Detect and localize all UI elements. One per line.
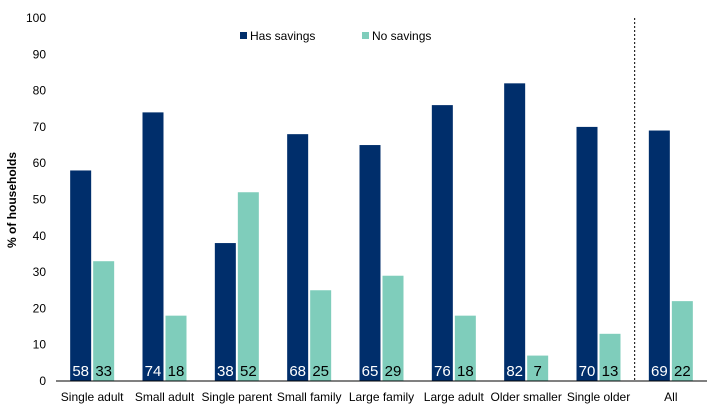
y-tick-label: 0: [39, 374, 46, 388]
bar-has-savings: [359, 145, 381, 381]
category-label: Small family: [277, 390, 342, 404]
bar-no-savings: [527, 355, 549, 381]
y-tick-label: 60: [33, 156, 47, 170]
legend-label: No savings: [372, 29, 431, 43]
data-label: 18: [457, 363, 474, 380]
bar-no-savings: [93, 261, 115, 381]
data-label: 52: [240, 363, 257, 380]
category-label: Older smaller: [490, 390, 561, 404]
bar-has-savings: [70, 170, 92, 381]
bar-has-savings: [142, 112, 164, 381]
data-label: 7: [533, 363, 541, 380]
category-label: Single adult: [61, 390, 124, 404]
bar-no-savings: [237, 192, 259, 381]
category-label: Small adult: [135, 390, 195, 404]
data-label: 58: [72, 363, 89, 380]
value-labels: 58 33 74 18 38 52 68 25 65 29 76 18 82 7 70 13 69 22: [72, 363, 690, 380]
category-label: Large adult: [424, 390, 485, 404]
data-label: 69: [651, 363, 668, 380]
y-tick-label: 90: [33, 47, 47, 61]
category-label: Single older: [567, 390, 630, 404]
data-label: 68: [289, 363, 306, 380]
data-label: 25: [312, 363, 329, 380]
bar-has-savings: [576, 126, 598, 382]
y-tick-label: 40: [33, 229, 47, 243]
bar-has-savings: [214, 243, 236, 381]
y-axis-title: % of households: [5, 152, 19, 248]
bar-has-savings: [431, 105, 453, 382]
y-tick-label: 70: [33, 120, 47, 134]
bar-no-savings: [599, 333, 621, 381]
category-label: Large family: [349, 390, 414, 404]
bar-no-savings: [310, 290, 332, 381]
y-tick-label: 30: [33, 265, 47, 279]
y-tick-label: 20: [33, 301, 47, 315]
data-label: 18: [168, 363, 185, 380]
data-label: 29: [385, 363, 402, 380]
category-labels: Single adult Small adult Single parent Smal…: [61, 390, 678, 404]
legend-swatch: [362, 32, 369, 39]
bar-no-savings: [671, 301, 693, 381]
data-label: 38: [217, 363, 234, 380]
y-tick-label: 10: [33, 338, 47, 352]
y-tick-label: 80: [33, 84, 47, 98]
legend: Has savings No savings: [240, 29, 431, 43]
category-label: All: [664, 390, 677, 404]
bar-has-savings: [287, 134, 309, 381]
data-label: 13: [602, 363, 619, 380]
bar-no-savings: [165, 315, 187, 381]
data-label: 70: [579, 363, 596, 380]
data-label: 22: [674, 363, 691, 380]
y-axis: 0 10 20 30 40 50 60 70 80 90 100: [26, 11, 46, 388]
bars: [70, 83, 693, 382]
bar-no-savings: [454, 315, 476, 381]
bar-has-savings: [648, 130, 670, 381]
category-label: Single parent: [201, 390, 272, 404]
y-axis-title-group: % of households: [5, 152, 19, 248]
data-label: 82: [506, 363, 523, 380]
legend-label: Has savings: [250, 29, 315, 43]
y-tick-label: 100: [26, 11, 46, 25]
bar-has-savings: [504, 83, 526, 381]
data-label: 76: [434, 363, 451, 380]
bar-no-savings: [382, 275, 404, 381]
data-label: 74: [145, 363, 162, 380]
y-tick-label: 50: [33, 193, 47, 207]
legend-swatch: [240, 32, 247, 39]
data-label: 33: [95, 363, 112, 380]
data-label: 65: [362, 363, 379, 380]
